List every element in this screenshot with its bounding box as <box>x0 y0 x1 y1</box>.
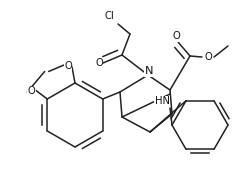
Text: O: O <box>95 58 103 68</box>
Text: N: N <box>145 66 153 76</box>
Text: O: O <box>172 31 180 41</box>
Text: O: O <box>27 86 35 96</box>
Text: O: O <box>204 52 212 62</box>
Text: Cl: Cl <box>104 11 114 21</box>
Text: HN: HN <box>154 96 170 106</box>
Text: O: O <box>64 61 72 71</box>
